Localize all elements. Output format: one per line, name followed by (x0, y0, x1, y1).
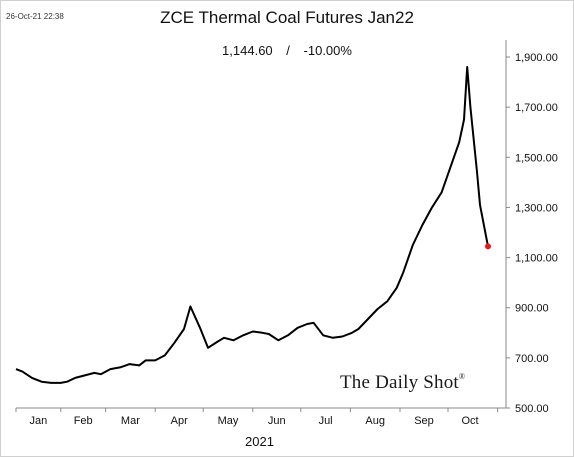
price-series-line (15, 66, 489, 384)
x-tick-label: Jan (30, 415, 48, 427)
x-tick-label: Mar (121, 415, 140, 427)
chart-title: ZCE Thermal Coal Futures Jan22 (160, 8, 414, 27)
x-tick-label: Feb (74, 415, 93, 427)
y-tick-label: 900.00 (515, 303, 549, 315)
x-tick-label: Jul (319, 415, 333, 427)
y-tick-label: 1,300.00 (515, 202, 558, 214)
y-tick-label: 500.00 (515, 403, 549, 415)
y-tick-label: 1,500.00 (515, 152, 558, 164)
x-tick-label: Apr (171, 415, 188, 427)
percent-change: -10.00% (303, 43, 352, 58)
last-price: 1,144.60 (222, 43, 273, 58)
y-tick-label: 1,900.00 (515, 52, 558, 64)
last-price-marker (485, 243, 491, 250)
y-tick-label: 1,700.00 (515, 102, 558, 114)
watermark-logo: The Daily Shot® (340, 372, 466, 393)
x-tick-label: Oct (461, 415, 478, 427)
y-tick-label: 700.00 (515, 353, 549, 365)
x-tick-label: Sep (414, 415, 434, 427)
timestamp: 26-Oct-21 22:38 (6, 12, 64, 21)
y-tick-label: 1,100.00 (515, 253, 558, 265)
separator: / (286, 43, 290, 58)
price-change-summary: 1,144.60 / -10.00% (0, 43, 574, 58)
x-tick-label: May (218, 415, 239, 427)
x-tick-label: Jun (268, 415, 286, 427)
x-tick-label: Aug (365, 415, 385, 427)
